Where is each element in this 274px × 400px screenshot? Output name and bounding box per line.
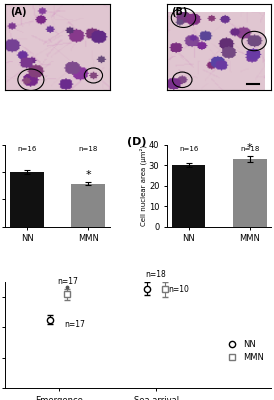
- Text: *: *: [247, 143, 253, 153]
- Bar: [71, 184, 105, 227]
- Text: n=18: n=18: [78, 146, 98, 152]
- Text: *: *: [85, 170, 91, 180]
- Text: n=16: n=16: [179, 146, 198, 152]
- Legend: NN, MMN: NN, MMN: [220, 336, 267, 365]
- Text: n=17: n=17: [57, 276, 78, 286]
- Text: (A): (A): [10, 8, 26, 18]
- Text: (D): (D): [127, 137, 147, 147]
- Text: n=18: n=18: [240, 146, 259, 152]
- Text: n=18: n=18: [146, 270, 167, 279]
- Text: n=16: n=16: [17, 146, 37, 152]
- Bar: [10, 172, 44, 227]
- Text: n=17: n=17: [64, 320, 85, 330]
- Text: (B): (B): [171, 8, 188, 18]
- Bar: [233, 159, 267, 227]
- Bar: [172, 165, 206, 227]
- Text: n=10: n=10: [169, 285, 189, 294]
- Y-axis label: Cell nuclear area (μm²): Cell nuclear area (μm²): [140, 145, 147, 226]
